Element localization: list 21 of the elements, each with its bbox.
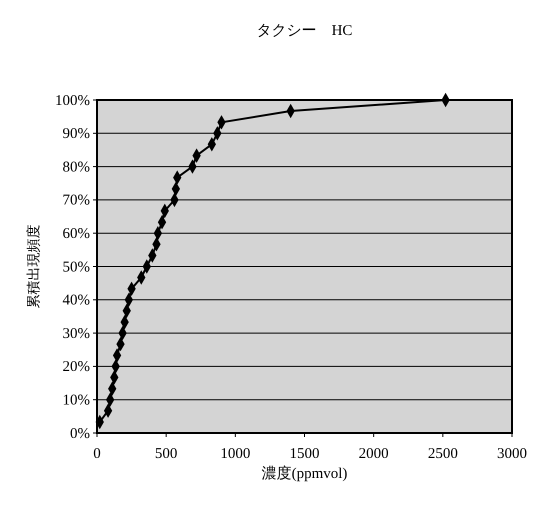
y-tick-label: 0% bbox=[70, 426, 90, 442]
x-tick-label: 0 bbox=[93, 446, 101, 462]
y-tick-label: 10% bbox=[62, 392, 90, 408]
x-axis-title: 濃度(ppmvol) bbox=[262, 465, 348, 482]
x-tick-label: 3000 bbox=[497, 446, 527, 462]
y-tick-label: 20% bbox=[62, 359, 90, 376]
y-tick-label: 60% bbox=[62, 226, 90, 242]
y-tick-label: 40% bbox=[62, 292, 90, 309]
y-tick-label: 50% bbox=[62, 259, 90, 276]
y-tick-label: 70% bbox=[62, 192, 90, 209]
y-tick-label: 80% bbox=[62, 159, 90, 176]
y-tick-label: 100% bbox=[55, 92, 90, 109]
x-tick-label: 1500 bbox=[290, 446, 320, 462]
x-tick-label: 500 bbox=[154, 446, 178, 462]
chart-title: タクシー HC bbox=[256, 23, 352, 39]
y-axis-title: 累積出現頻度 bbox=[26, 224, 42, 308]
y-tick-label: 90% bbox=[62, 126, 90, 142]
y-tick-label: 30% bbox=[62, 326, 90, 342]
x-tick-label: 2500 bbox=[428, 446, 458, 462]
x-tick-label: 1000 bbox=[220, 446, 250, 462]
x-tick-label: 2000 bbox=[358, 446, 389, 462]
